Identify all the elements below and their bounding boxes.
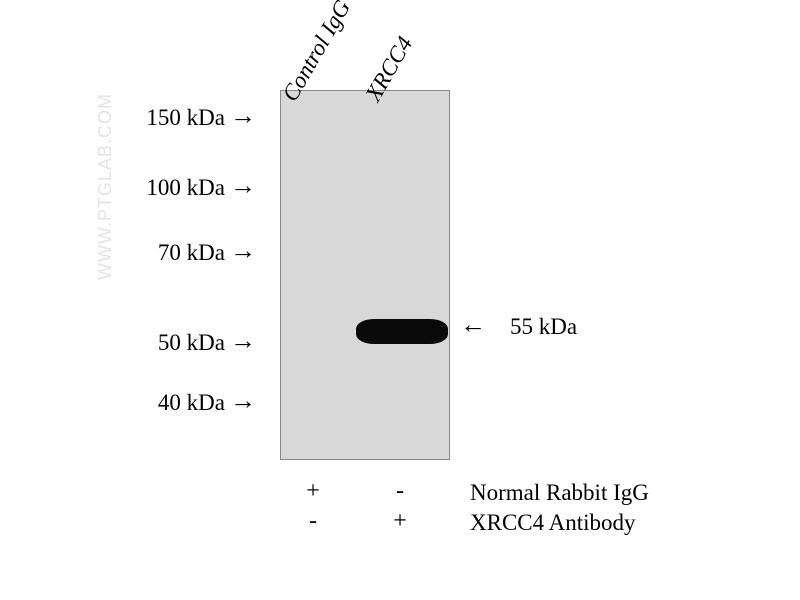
marker-arrow-40: →: [230, 388, 256, 414]
marker-arrow-100: →: [230, 173, 256, 199]
marker-150: 150 kDa: [130, 105, 225, 131]
blot-region: [280, 90, 450, 460]
marker-50: 50 kDa: [130, 330, 225, 356]
legend-r2-lane1: -: [298, 508, 328, 535]
band-arrow: ←: [460, 312, 486, 338]
watermark-text: WWW.PTGLAB.COM: [95, 93, 116, 280]
marker-arrow-150: →: [230, 103, 256, 129]
legend-r1-lane1: +: [298, 478, 328, 505]
legend-r2-lane2: +: [385, 508, 415, 535]
marker-40: 40 kDa: [130, 390, 225, 416]
legend-r1-lane2: -: [385, 478, 415, 505]
band-label: 55 kDa: [510, 314, 577, 340]
protein-band: [356, 319, 448, 344]
marker-arrow-50: →: [230, 328, 256, 354]
marker-70: 70 kDa: [130, 240, 225, 266]
marker-100: 100 kDa: [130, 175, 225, 201]
marker-arrow-70: →: [230, 238, 256, 264]
legend-r1-label: Normal Rabbit IgG: [470, 480, 649, 506]
legend-r2-label: XRCC4 Antibody: [470, 510, 636, 536]
blot-figure: WWW.PTGLAB.COM Control IgG XRCC4 150 kDa…: [0, 0, 800, 600]
